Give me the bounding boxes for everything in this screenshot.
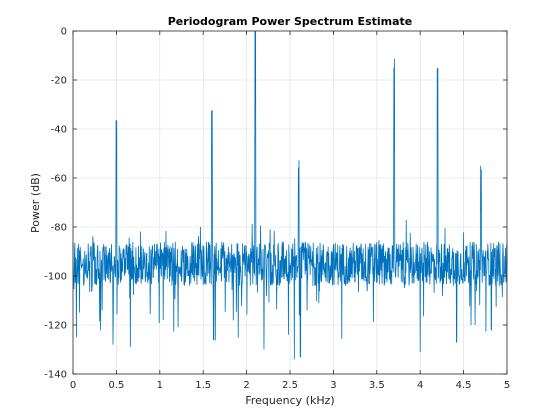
y-tick-label: 0 — [61, 27, 67, 38]
x-tick-label: 0.5 — [108, 380, 124, 391]
x-tick-label: 3.5 — [369, 380, 385, 391]
x-tick-label: 4.5 — [456, 380, 472, 391]
y-tick-label: -120 — [44, 321, 67, 332]
x-axis-label: Frequency (kHz) — [245, 394, 334, 407]
x-tick-label: 2 — [243, 380, 249, 391]
y-axis-ticks: 0 -20 -40 -60 -80 -100 -120 -140 — [44, 27, 507, 381]
y-tick-label: -80 — [51, 223, 67, 234]
y-axis-label: Power (dB) — [29, 173, 42, 233]
y-tick-label: -100 — [44, 272, 67, 283]
y-tick-label: -60 — [51, 174, 67, 185]
x-tick-label: 3 — [330, 380, 336, 391]
power-spectrum-line — [72, 30, 508, 360]
plot-area: 0 0.5 1 1.5 2 2.5 3 3.5 4 4.5 5 0 -20 -40 -60 -80 -100 -… — [44, 27, 510, 392]
chart-title: Periodogram Power Spectrum Estimate — [168, 15, 413, 28]
y-tick-label: -20 — [51, 76, 67, 87]
y-tick-label: -140 — [44, 370, 67, 381]
x-tick-label: 1.5 — [195, 380, 211, 391]
x-tick-label: 5 — [504, 380, 510, 391]
y-tick-label: -40 — [51, 125, 67, 136]
x-tick-label: 4 — [417, 380, 423, 391]
x-axis-ticks: 0 0.5 1 1.5 2 2.5 3 3.5 4 4.5 5 — [70, 31, 510, 391]
x-tick-label: 1 — [157, 380, 163, 391]
x-tick-label: 0 — [70, 380, 76, 391]
x-tick-label: 2.5 — [282, 380, 298, 391]
